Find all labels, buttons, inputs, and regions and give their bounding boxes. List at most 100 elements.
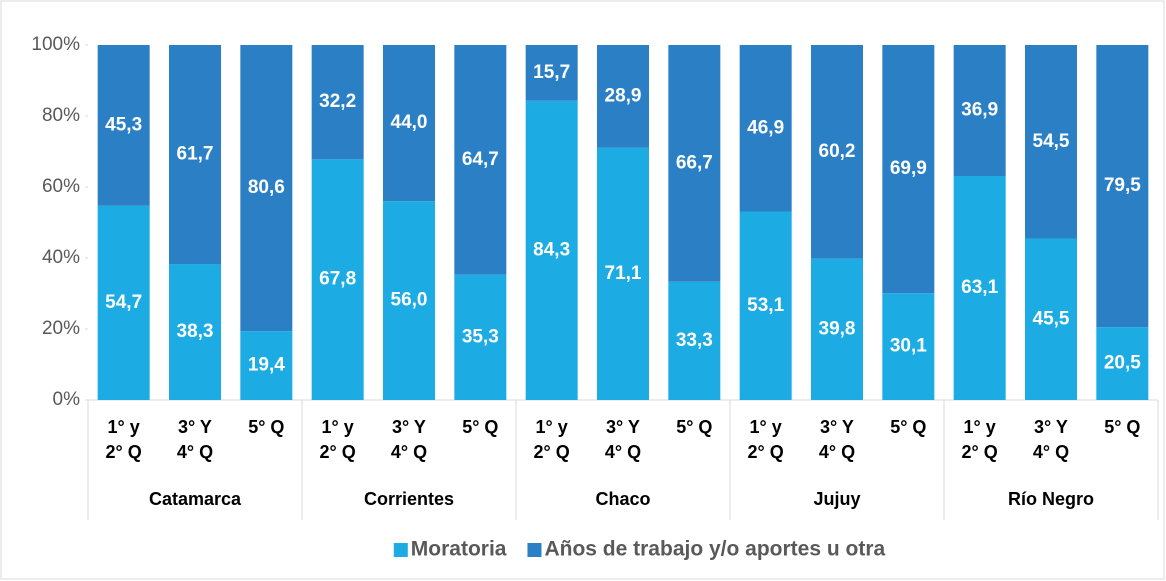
x-tick-label: 2° Q — [748, 442, 784, 462]
data-label: 20,5 — [1104, 353, 1141, 374]
data-label: 61,7 — [177, 144, 214, 165]
x-tick-label: 4° Q — [177, 442, 213, 462]
bar-segment — [1096, 45, 1149, 328]
data-label: 36,9 — [961, 100, 998, 121]
data-label: 64,7 — [462, 149, 499, 170]
x-tick-label: 5° Q — [890, 417, 926, 437]
y-tick-label: 60% — [42, 176, 80, 197]
data-label: 71,1 — [605, 263, 642, 284]
data-label: 45,3 — [105, 114, 142, 135]
x-tick-label: 3° Y — [606, 417, 640, 437]
y-tick-label: 20% — [42, 318, 80, 339]
bar-segment — [311, 159, 364, 400]
x-tick-label: 5° Q — [676, 417, 712, 437]
bar-segment — [525, 45, 578, 101]
data-label: 53,1 — [747, 295, 784, 316]
data-label: 32,2 — [319, 91, 356, 112]
bar-segment — [811, 258, 863, 400]
data-label: 38,3 — [177, 321, 214, 342]
bar-segment — [454, 274, 507, 400]
bar-segment — [383, 45, 435, 202]
x-tick-label: 3° Y — [820, 417, 854, 437]
bar-segment — [311, 45, 364, 160]
x-tick-label: 3° Y — [178, 417, 212, 437]
legend-label: Años de trabajo y/o aportes u otra — [544, 538, 885, 561]
x-tick-label: 2° Q — [962, 442, 998, 462]
group-label: Corrientes — [364, 489, 454, 509]
data-label: 54,5 — [1033, 131, 1070, 152]
group-label: Catamarca — [149, 489, 242, 509]
data-label: 35,3 — [462, 326, 499, 347]
legend-label: Moratoria — [411, 538, 507, 561]
bar-segment — [97, 45, 150, 206]
x-tick-label: 4° Q — [391, 442, 427, 462]
data-label: 60,2 — [819, 141, 856, 162]
x-tick-label: 2° Q — [534, 442, 570, 462]
bar-segment — [169, 45, 221, 265]
x-tick-label: 1° y — [322, 417, 354, 437]
bar-segment — [240, 331, 293, 400]
bar-segment — [668, 281, 721, 400]
x-tick-label: 5° Q — [248, 417, 284, 437]
bar-segment — [597, 147, 649, 400]
bar-segment — [882, 293, 935, 400]
bar-segment — [882, 45, 935, 294]
x-tick-label: 3° Y — [1034, 417, 1068, 437]
bar-segment — [169, 264, 221, 400]
legend-swatch — [527, 543, 542, 557]
y-tick-label: 100% — [31, 34, 80, 55]
bar-segment — [1025, 238, 1077, 400]
bar-segment — [668, 45, 721, 282]
legend-swatch — [393, 543, 408, 557]
data-label: 45,5 — [1033, 308, 1070, 329]
y-tick-label: 80% — [42, 105, 80, 126]
x-tick-label: 1° y — [750, 417, 782, 437]
bar-segment — [525, 100, 578, 401]
bar-segment — [454, 45, 507, 275]
bar-segment — [1025, 45, 1077, 239]
data-label: 33,3 — [676, 330, 713, 351]
data-label: 80,6 — [248, 177, 285, 198]
group-label: Jujuy — [813, 489, 860, 509]
x-tick-label: 4° Q — [605, 442, 641, 462]
y-tick-label: 0% — [53, 389, 81, 410]
x-tick-label: 5° Q — [1104, 417, 1140, 437]
bar-segment — [953, 175, 1006, 400]
data-label: 69,9 — [890, 158, 927, 179]
data-label: 28,9 — [605, 85, 642, 106]
data-label: 46,9 — [747, 117, 784, 138]
bar-segment — [1096, 327, 1149, 400]
data-label: 56,0 — [391, 290, 428, 311]
bar-segment — [240, 45, 293, 332]
data-label: 63,1 — [961, 277, 998, 298]
bar-segment — [739, 211, 792, 400]
x-tick-label: 1° y — [536, 417, 568, 437]
bar-segment — [97, 205, 150, 400]
x-tick-label: 2° Q — [320, 442, 356, 462]
group-label: Río Negro — [1008, 489, 1094, 509]
data-label: 15,7 — [533, 62, 570, 83]
x-tick-label: 2° Q — [106, 442, 142, 462]
data-label: 67,8 — [319, 269, 356, 290]
data-label: 66,7 — [676, 152, 713, 173]
data-label: 39,8 — [819, 318, 856, 339]
data-label: 44,0 — [391, 112, 428, 133]
y-tick-label: 40% — [42, 247, 80, 268]
x-tick-label: 5° Q — [462, 417, 498, 437]
group-label: Chaco — [595, 489, 650, 509]
bar-segment — [953, 45, 1006, 176]
x-tick-label: 1° y — [964, 417, 996, 437]
data-label: 19,4 — [248, 355, 285, 376]
data-label: 30,1 — [890, 336, 927, 357]
bar-segment — [597, 45, 649, 148]
x-tick-label: 1° y — [108, 417, 140, 437]
data-label: 84,3 — [533, 239, 570, 260]
bar-segment — [383, 201, 435, 400]
bar-segment — [811, 45, 863, 259]
data-label: 54,7 — [105, 292, 142, 313]
data-label: 79,5 — [1104, 175, 1141, 196]
x-tick-label: 3° Y — [392, 417, 426, 437]
x-tick-label: 4° Q — [819, 442, 855, 462]
x-tick-label: 4° Q — [1033, 442, 1069, 462]
